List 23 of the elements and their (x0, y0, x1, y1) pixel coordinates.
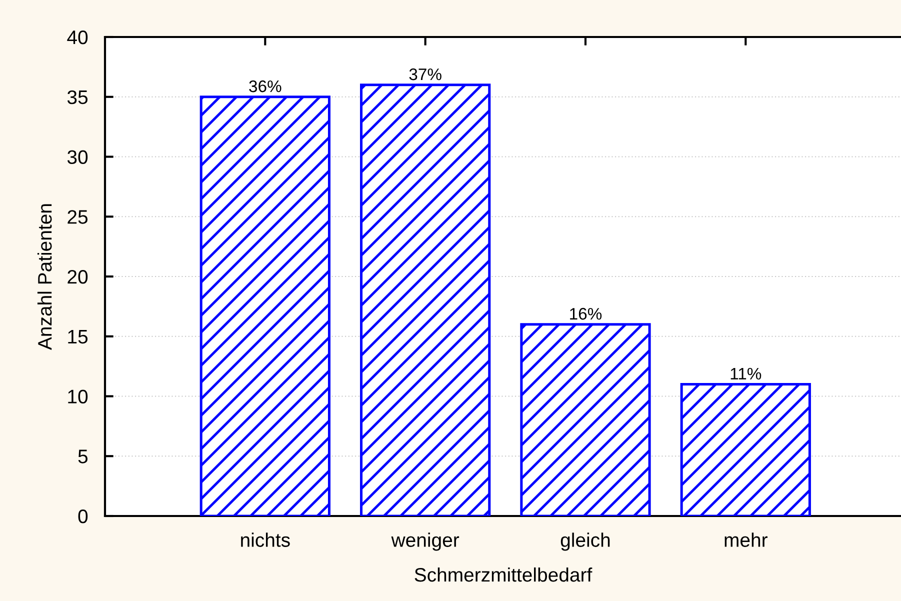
x-tick-label: weniger (391, 532, 460, 551)
x-tick-label: mehr (724, 532, 768, 547)
annotation: 37% (409, 68, 442, 80)
y-tick-label: 30 (67, 150, 88, 164)
y-tick-label: 0 (78, 509, 88, 524)
annotation: 16% (570, 308, 602, 320)
bar (680, 383, 811, 516)
bar (520, 323, 651, 516)
y-tick-label: 15 (68, 330, 88, 344)
annotation: 11% (730, 368, 762, 380)
y-tick-label: 20 (68, 270, 88, 284)
x-tick-label: gleich (560, 532, 610, 551)
y-tick-label: 5 (78, 450, 88, 464)
x-tick-label: nichts (241, 532, 290, 547)
y-tick-label: 25 (68, 210, 88, 224)
annotation: 36% (249, 80, 282, 92)
x-axis-title: Schmerzmittelbedarf (414, 567, 592, 582)
bar (360, 84, 491, 516)
y-tick-label: 10 (68, 390, 88, 404)
y-axis-title: Anzahl Patienten (37, 204, 52, 350)
y-tick-label: 40 (67, 30, 88, 44)
y-tick-label: 35 (67, 90, 88, 104)
bar (200, 96, 330, 516)
